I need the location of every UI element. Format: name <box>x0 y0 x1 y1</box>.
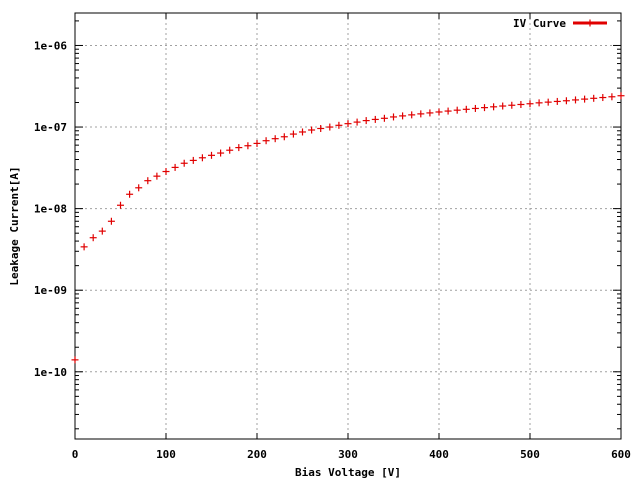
data-point <box>408 111 416 119</box>
data-point <box>362 117 370 125</box>
grid <box>75 13 621 439</box>
legend-marker <box>586 19 594 27</box>
data-point <box>572 96 579 104</box>
y-tick-label: 1e-08 <box>34 203 67 216</box>
data-point <box>299 128 306 136</box>
data-points <box>71 92 625 364</box>
y-tick-labels: 1e-10 1e-09 1e-08 1e-07 1e-06 <box>34 39 67 378</box>
y-tick-label: 1e-10 <box>34 366 67 379</box>
data-point <box>126 190 134 198</box>
data-point <box>162 168 170 176</box>
data-point <box>462 105 470 113</box>
data-point <box>426 109 434 117</box>
y-tick-label: 1e-07 <box>34 121 67 134</box>
data-point <box>98 227 106 235</box>
data-point <box>271 135 279 143</box>
data-point <box>599 94 607 102</box>
data-point <box>289 130 297 138</box>
x-axis-label: Bias Voltage [V] <box>295 466 401 479</box>
data-point <box>153 172 161 180</box>
data-point <box>244 142 252 150</box>
y-tick-label: 1e-06 <box>34 39 67 52</box>
data-point <box>71 356 79 364</box>
data-point <box>335 121 343 129</box>
data-point <box>417 110 425 118</box>
data-point <box>553 97 561 105</box>
legend-label: IV Curve <box>513 17 566 30</box>
x-tick-label: 200 <box>247 448 267 461</box>
x-tick-label: 400 <box>429 448 449 461</box>
data-point <box>444 107 452 115</box>
x-tick-label: 500 <box>520 448 540 461</box>
x-tick-label: 600 <box>611 448 631 461</box>
data-point <box>608 93 616 101</box>
data-point <box>380 114 388 122</box>
data-point <box>617 92 625 100</box>
data-point <box>562 97 570 105</box>
data-point <box>344 120 352 128</box>
data-point <box>89 234 97 242</box>
x-tick-label: 100 <box>156 448 176 461</box>
data-point <box>508 101 516 109</box>
data-point <box>280 133 288 141</box>
data-point <box>317 124 325 132</box>
y-tick-label: 1e-09 <box>34 284 67 297</box>
data-point <box>135 184 143 192</box>
data-point <box>526 100 534 108</box>
data-point <box>262 137 270 145</box>
data-point <box>535 99 543 107</box>
data-point <box>326 123 334 131</box>
data-point <box>353 118 361 126</box>
data-point <box>235 144 243 152</box>
data-point <box>208 151 215 159</box>
x-tick-labels: 0 100 200 300 400 500 600 <box>72 448 631 461</box>
axis-ticks <box>74 13 622 439</box>
data-point <box>471 104 479 112</box>
data-point <box>499 102 507 110</box>
data-point <box>435 108 443 116</box>
data-point <box>198 154 206 162</box>
legend: IV Curve <box>513 17 607 30</box>
data-point <box>180 159 188 167</box>
plot-frame <box>74 12 622 440</box>
data-point <box>581 95 589 103</box>
data-point <box>390 113 397 121</box>
data-point <box>453 106 461 114</box>
data-point <box>399 112 407 120</box>
data-point <box>517 100 525 108</box>
data-point <box>80 243 88 251</box>
y-axis-label: Leakage Current[A] <box>8 166 21 285</box>
x-tick-label: 0 <box>72 448 79 461</box>
data-point <box>189 156 197 164</box>
data-point <box>481 104 488 112</box>
data-point <box>490 103 498 111</box>
data-point <box>590 94 598 102</box>
data-point <box>117 201 124 209</box>
data-point <box>217 149 225 157</box>
x-tick-label: 300 <box>338 448 358 461</box>
data-point <box>253 139 261 147</box>
data-point <box>171 163 179 171</box>
data-point <box>144 177 152 185</box>
data-point <box>371 115 379 123</box>
data-point <box>544 98 552 106</box>
data-point <box>308 126 316 134</box>
data-point <box>107 217 115 225</box>
data-point <box>226 146 234 154</box>
